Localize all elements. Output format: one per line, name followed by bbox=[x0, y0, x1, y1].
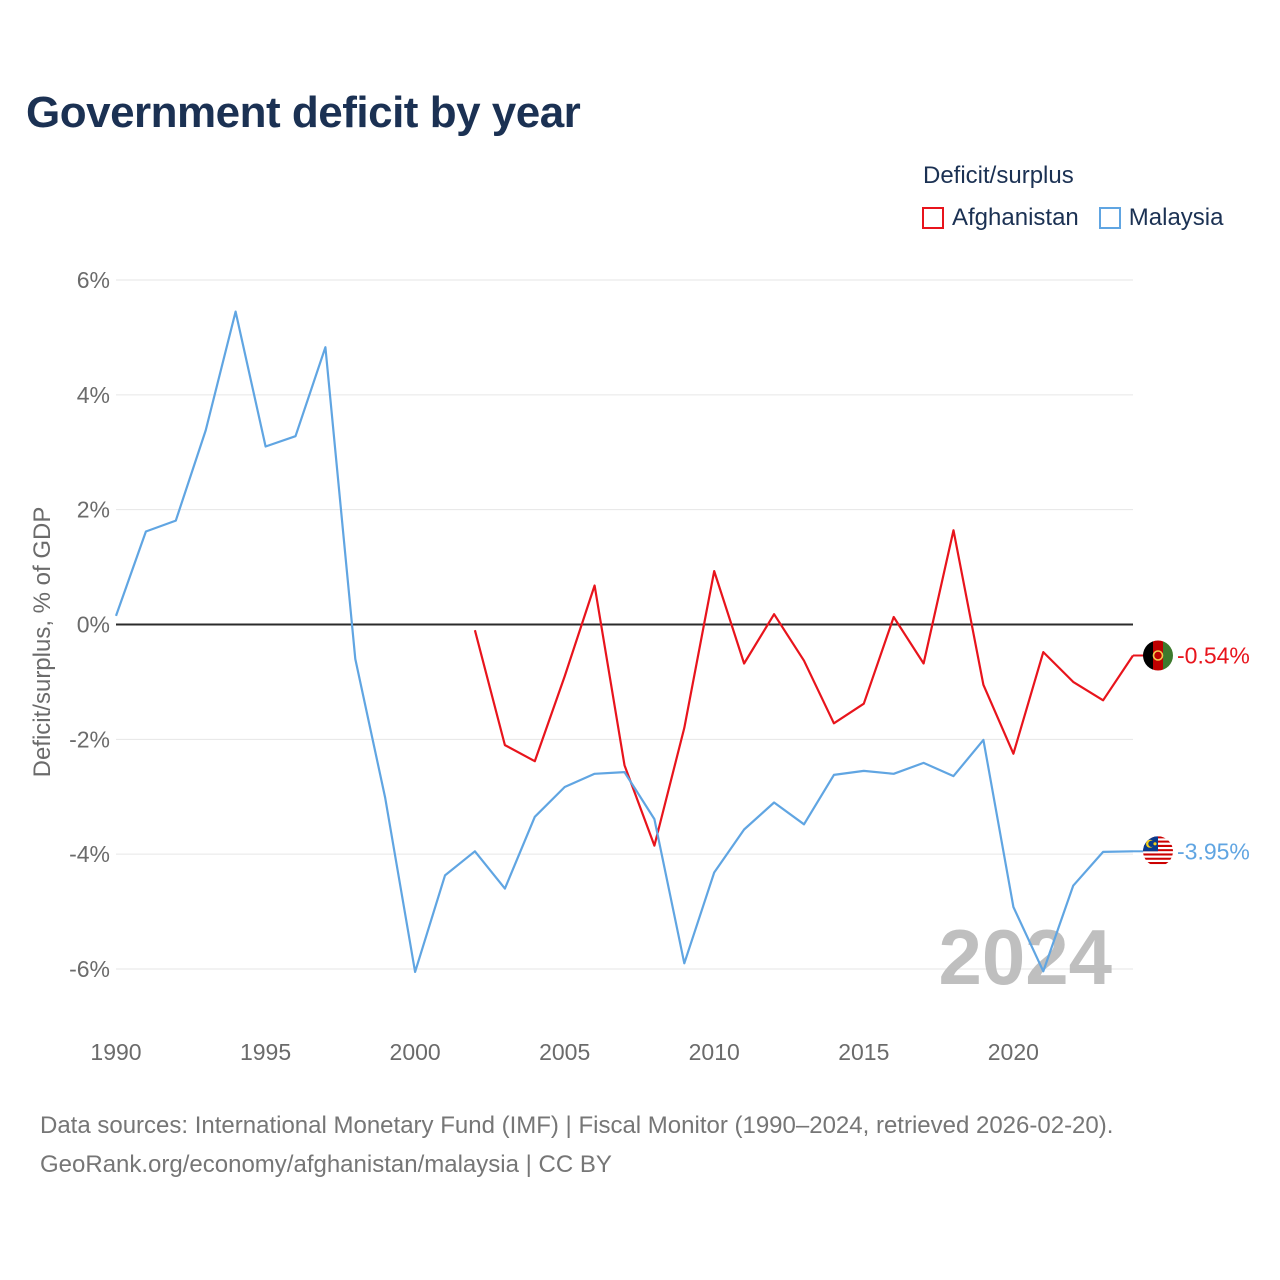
malaysia-flag-icon bbox=[1143, 836, 1173, 867]
legend-label-malaysia: Malaysia bbox=[1128, 204, 1224, 231]
legend: Afghanistan Malaysia bbox=[922, 204, 1223, 232]
x-tick-label: 2005 bbox=[539, 1039, 590, 1065]
y-axis-label: Deficit/surplus, % of GDP bbox=[29, 507, 56, 778]
series-lines bbox=[114, 310, 1134, 974]
series-line-malaysia bbox=[114, 310, 1134, 974]
chart-title: Government deficit by year bbox=[26, 88, 581, 137]
y-axis-ticks: 6% 4% 2% 0% -2% -4% -6% bbox=[69, 267, 110, 982]
x-tick-label: 1995 bbox=[240, 1039, 291, 1065]
y-tick-label: -4% bbox=[69, 841, 110, 867]
x-tick-label: 2020 bbox=[988, 1039, 1039, 1065]
year-watermark: 2024 bbox=[938, 913, 1112, 1001]
legend-swatch-malaysia bbox=[1098, 207, 1121, 229]
legend-swatch-afghanistan bbox=[922, 207, 944, 229]
y-tick-label: 6% bbox=[77, 267, 110, 293]
y-tick-label: -6% bbox=[69, 956, 110, 982]
x-axis-ticks: 1990 1995 2000 2005 2010 2015 2020 bbox=[90, 1039, 1039, 1065]
x-tick-label: 2000 bbox=[390, 1039, 441, 1065]
end-value-label: -3.95% bbox=[1177, 838, 1250, 864]
legend-label-afghanistan: Afghanistan bbox=[952, 204, 1079, 231]
footer: Data sources: International Monetary Fun… bbox=[40, 1106, 1113, 1184]
y-tick-label: 0% bbox=[77, 612, 110, 638]
series-line-afghanistan bbox=[473, 529, 1134, 847]
end-value-label: -0.54% bbox=[1177, 643, 1250, 669]
source-link-text[interactable]: GeoRank.org/economy/afghanistan/malaysia… bbox=[40, 1151, 612, 1178]
gridlines bbox=[116, 279, 1133, 970]
afghanistan-flag-icon bbox=[1143, 640, 1173, 671]
legend-item-malaysia[interactable]: Malaysia bbox=[1098, 204, 1224, 232]
x-tick-label: 2010 bbox=[689, 1039, 740, 1065]
y-tick-label: 4% bbox=[77, 382, 110, 408]
y-tick-label: -2% bbox=[69, 726, 110, 752]
legend-title: Deficit/surplus bbox=[923, 162, 1074, 189]
series-end-markers: -0.54% -3.95% bbox=[1133, 640, 1250, 867]
legend-item-afghanistan[interactable]: Afghanistan bbox=[922, 204, 1079, 232]
data-sources-text: Data sources: International Monetary Fun… bbox=[40, 1112, 1114, 1139]
y-tick-label: 2% bbox=[77, 497, 110, 523]
x-tick-label: 2015 bbox=[838, 1039, 889, 1065]
x-tick-label: 1990 bbox=[90, 1039, 141, 1065]
